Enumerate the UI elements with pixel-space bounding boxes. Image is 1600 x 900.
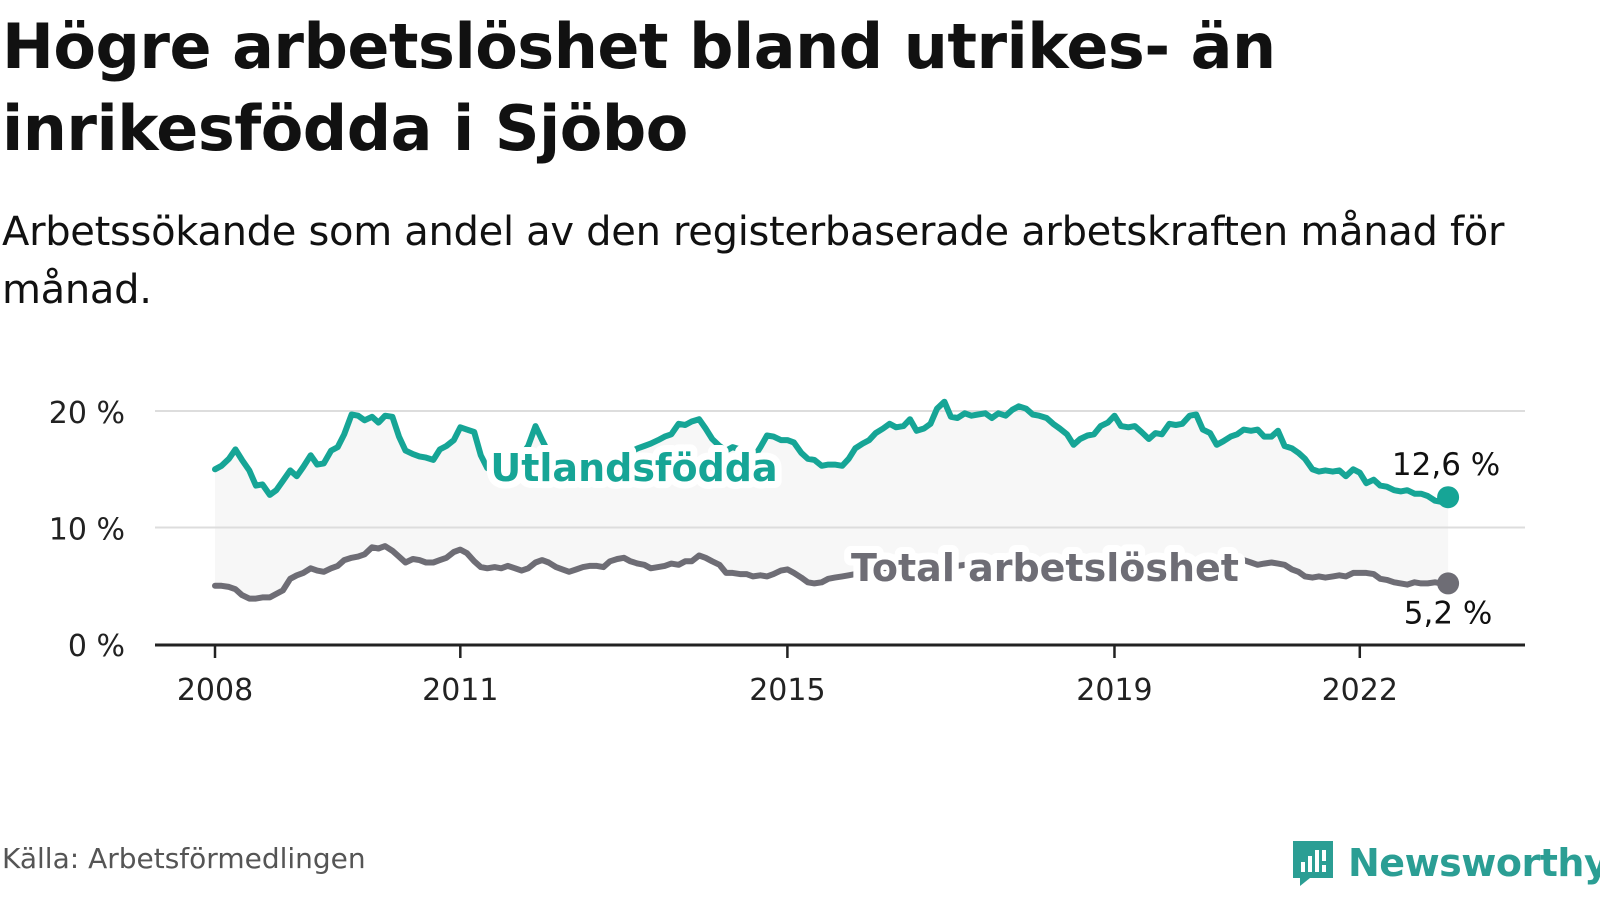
end-dot-total bbox=[1437, 572, 1460, 595]
y-tick-label: 10 % bbox=[49, 513, 125, 548]
grid-layer bbox=[155, 410, 1525, 529]
x-axis-layer: 2008 2011 2015 2019 2022 bbox=[155, 643, 1525, 708]
y-tick-label: 0 % bbox=[68, 629, 125, 664]
bar-chart-speech-bubble-icon bbox=[1293, 841, 1333, 886]
x-tick-label: 2022 bbox=[1322, 673, 1398, 708]
x-tick-label: 2008 bbox=[177, 673, 253, 708]
end-value-utlandsfodda: 12,6 % bbox=[1392, 447, 1500, 483]
x-tick-label: 2019 bbox=[1076, 673, 1152, 708]
end-value-total: 5,2 % bbox=[1404, 595, 1493, 631]
label-layer: Utlandsfödda Total arbetslöshet 12,6 % 5,2 … bbox=[483, 439, 1503, 634]
brand-logo[interactable]: Newsworthy bbox=[1290, 838, 1600, 888]
x-tick-label: 2015 bbox=[749, 673, 825, 708]
series-line-utlandsfodda bbox=[212, 398, 1452, 505]
y-tick-layer: 0 % 10 % 20 % bbox=[49, 396, 125, 664]
chart-title: Högre arbetslöshet bland utrikes- än inr… bbox=[2, 10, 1276, 165]
chart-subtitle: Arbetssökande som andel av den registerb… bbox=[2, 209, 1505, 313]
series-label-utlandsfodda: Utlandsfödda bbox=[490, 446, 777, 490]
gap-band bbox=[215, 401, 1449, 599]
end-dot-utlandsfodda bbox=[1437, 486, 1460, 509]
series-layer bbox=[212, 398, 1460, 602]
series-label-total: Total arbetslöshet bbox=[851, 546, 1239, 590]
brand-name: Newsworthy bbox=[1348, 841, 1600, 885]
source-note: Källa: Arbetsförmedlingen bbox=[2, 842, 366, 875]
band-layer bbox=[215, 401, 1449, 599]
series-line-total bbox=[212, 543, 1452, 602]
x-tick-label: 2011 bbox=[422, 673, 498, 708]
y-tick-label: 20 % bbox=[49, 396, 125, 431]
